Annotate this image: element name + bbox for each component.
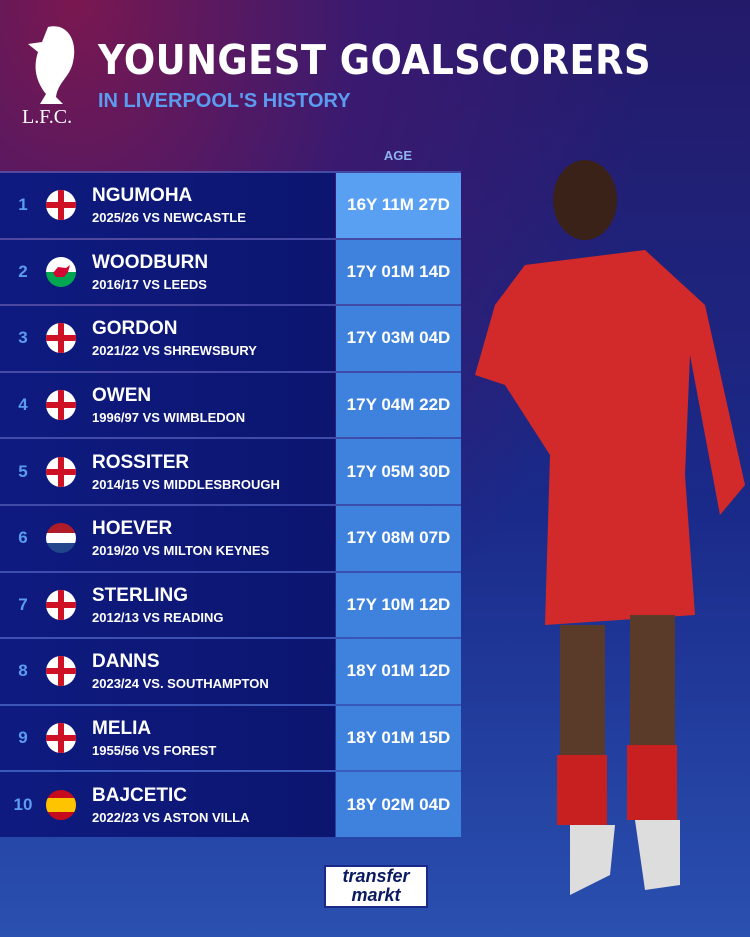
england-flag-icon	[46, 656, 76, 687]
age-value: 18Y 02M 04D	[336, 772, 461, 837]
age-value: 17Y 01M 14D	[336, 239, 461, 305]
spain-flag-icon	[46, 789, 76, 820]
player-name: NGUMOHA	[92, 185, 193, 207]
table-row: 6 HOEVER 2019/20 VS MILTON KEYNES 17Y 08…	[0, 503, 461, 571]
rank: 6	[18, 528, 28, 548]
england-flag-icon	[46, 323, 76, 354]
age-value: 16Y 11M 27D	[336, 173, 461, 238]
table-row: 8 DANNS 2023/24 VS. SOUTHAMPTON 18Y 01M …	[0, 637, 461, 704]
table-row: 7 STERLING 2012/13 VS READING 17Y 10M 12…	[0, 570, 461, 638]
player-cell: 2 WOODBURN 2016/17 VS LEEDS	[0, 239, 335, 305]
player-cell: 8 DANNS 2023/24 VS. SOUTHAMPTON	[0, 639, 335, 704]
player-photo	[475, 160, 745, 895]
rank: 8	[18, 661, 28, 681]
brand-line2: markt	[351, 885, 401, 905]
age-value: 17Y 10M 12D	[336, 572, 461, 638]
lfc-logo: L.F.C.	[18, 22, 86, 132]
player-name: STERLING	[92, 584, 189, 606]
page-title: YOUNGEST GOALSCORERS	[98, 36, 652, 84]
match-info: 2014/15 VS MIDDLESBROUGH	[92, 476, 280, 492]
age-column-header: AGE	[383, 148, 413, 163]
transfermarkt-logo: transfer markt	[324, 865, 428, 908]
rank: 7	[18, 594, 28, 614]
table-row: 9 MELIA 1955/56 VS FOREST 18Y 01M 15D	[0, 703, 461, 771]
rank: 10	[13, 794, 33, 814]
brand-line1: transfer	[342, 866, 410, 886]
player-cell: 10 BAJCETIC 2022/23 VS ASTON VILLA	[0, 772, 335, 837]
player-name: ROSSITER	[92, 451, 190, 473]
age-value: 17Y 05M 30D	[336, 439, 461, 504]
player-cell: 9 MELIA 1955/56 VS FOREST	[0, 705, 335, 771]
player-cell: 6 HOEVER 2019/20 VS MILTON KEYNES	[0, 505, 335, 571]
rank: 9	[18, 728, 28, 748]
player-cell: 1 NGUMOHA 2025/26 VS NEWCASTLE	[0, 173, 335, 238]
match-info: 1996/97 VS WIMBLEDON	[92, 410, 246, 426]
table-row: 3 GORDON 2021/22 VS SHREWSBURY 17Y 03M 0…	[0, 304, 461, 371]
logo-text: L.F.C.	[22, 106, 73, 128]
wales-flag-icon	[46, 256, 76, 287]
england-flag-icon	[46, 190, 76, 221]
age-value: 17Y 03M 04D	[336, 306, 461, 371]
table-row: 1 NGUMOHA 2025/26 VS NEWCASTLE 16Y 11M 2…	[0, 171, 461, 238]
age-value: 17Y 04M 22D	[336, 372, 461, 438]
player-name: WOODBURN	[92, 251, 209, 273]
england-flag-icon	[46, 390, 76, 421]
player-name: BAJCETIC	[92, 784, 188, 806]
player-name: GORDON	[92, 318, 178, 340]
table-row: 10 BAJCETIC 2022/23 VS ASTON VILLA 18Y 0…	[0, 770, 461, 837]
netherlands-flag-icon	[46, 523, 76, 554]
rank: 1	[18, 195, 28, 215]
rank: 4	[18, 395, 28, 415]
player-name: HOEVER	[92, 518, 173, 540]
match-info: 2016/17 VS LEEDS	[92, 276, 207, 292]
table-row: 2 WOODBURN 2016/17 VS LEEDS 17Y 01M 14D	[0, 237, 461, 305]
match-info: 2023/24 VS. SOUTHAMPTON	[92, 676, 269, 692]
player-cell: 4 OWEN 1996/97 VS WIMBLEDON	[0, 372, 335, 438]
england-flag-icon	[46, 456, 76, 487]
player-name: OWEN	[92, 385, 152, 407]
match-info: 2021/22 VS SHREWSBURY	[92, 343, 257, 359]
age-value: 18Y 01M 12D	[336, 639, 461, 704]
player-cell: 7 STERLING 2012/13 VS READING	[0, 572, 335, 638]
player-name: DANNS	[92, 651, 160, 673]
match-info: 2019/20 VS MILTON KEYNES	[92, 543, 270, 559]
match-info: 2022/23 VS ASTON VILLA	[92, 809, 250, 825]
match-info: 2012/13 VS READING	[92, 609, 224, 625]
rank: 2	[18, 261, 28, 281]
rank: 3	[18, 328, 28, 348]
age-value: 18Y 01M 15D	[336, 705, 461, 771]
player-cell: 3 GORDON 2021/22 VS SHREWSBURY	[0, 306, 335, 371]
player-name: MELIA	[92, 718, 152, 740]
page-subtitle: IN LIVERPOOL'S HISTORY	[98, 90, 351, 112]
match-info: 2025/26 VS NEWCASTLE	[92, 210, 246, 226]
england-flag-icon	[46, 589, 76, 620]
ranking-table: 1 NGUMOHA 2025/26 VS NEWCASTLE 16Y 11M 2…	[0, 171, 461, 837]
rank: 5	[18, 461, 28, 481]
england-flag-icon	[46, 723, 76, 754]
player-cell: 5 ROSSITER 2014/15 VS MIDDLESBROUGH	[0, 439, 335, 504]
match-info: 1955/56 VS FOREST	[92, 743, 217, 759]
table-row: 5 ROSSITER 2014/15 VS MIDDLESBROUGH 17Y …	[0, 437, 461, 504]
table-row: 4 OWEN 1996/97 VS WIMBLEDON 17Y 04M 22D	[0, 370, 461, 438]
age-value: 17Y 08M 07D	[336, 505, 461, 571]
